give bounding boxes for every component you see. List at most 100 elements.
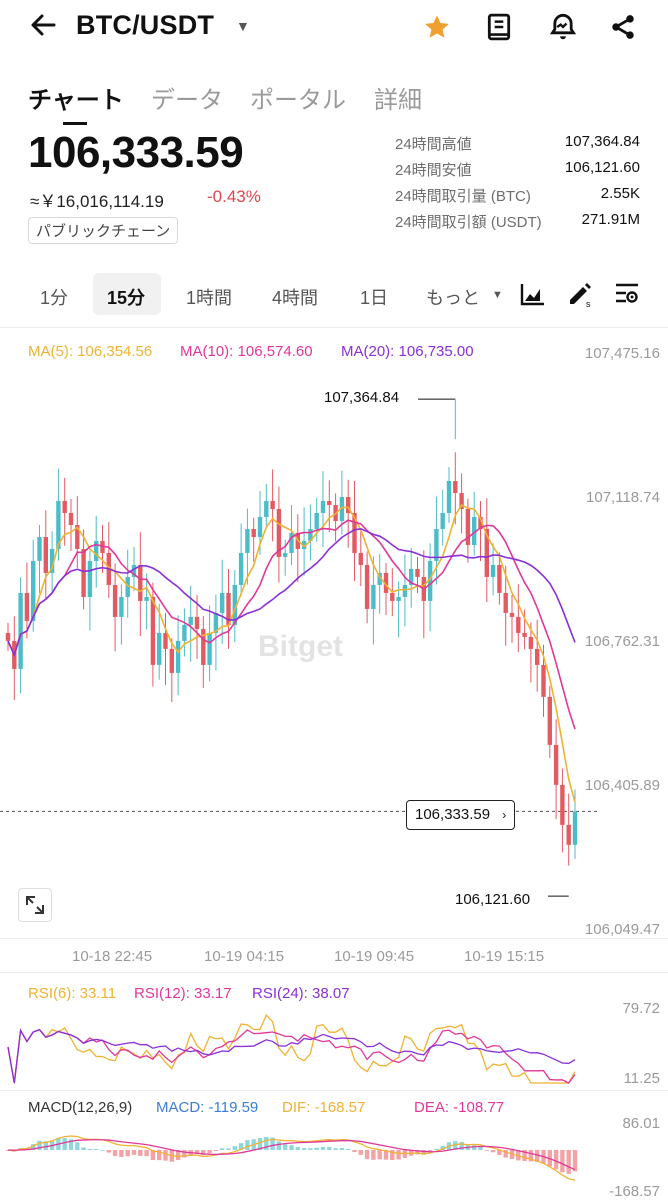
ma5-line: [7, 503, 576, 803]
macd-histogram-bar: [150, 1150, 156, 1160]
interval-15m[interactable]: 15分: [107, 288, 146, 308]
macd-histogram-bar: [106, 1150, 111, 1153]
ma10-legend: MA(10): 106,574.60: [180, 343, 313, 360]
macd-histogram-bar: [301, 1148, 307, 1150]
interval-4h[interactable]: 4時間: [272, 288, 319, 308]
expand-icon[interactable]: [18, 888, 52, 922]
chain-badge[interactable]: パブリックチェーン: [28, 217, 179, 244]
candle-body: [276, 508, 282, 557]
macd-histogram-bar: [553, 1150, 559, 1170]
candle-body: [364, 564, 370, 609]
candle-body: [572, 811, 578, 845]
macd-histogram-bar: [37, 1140, 42, 1150]
share-icon[interactable]: [606, 10, 640, 44]
interval-1m[interactable]: 1分: [40, 288, 69, 308]
candle-body: [251, 528, 256, 537]
candle-body: [24, 592, 30, 621]
candle-body: [238, 552, 244, 585]
chevron-down-icon[interactable]: ▼: [236, 18, 250, 34]
macd-histogram-bar: [396, 1150, 401, 1160]
interval-1d[interactable]: 1日: [360, 288, 389, 308]
macd-histogram-bar: [453, 1141, 458, 1150]
more-caret-icon[interactable]: ▼: [492, 289, 503, 301]
macd-histogram-bar: [535, 1150, 540, 1162]
candle-body: [541, 664, 546, 697]
candle-body: [169, 648, 174, 673]
stat-label-high: 24時間高値: [395, 136, 472, 153]
tab-portal[interactable]: ポータル: [250, 87, 346, 114]
x-tick-1: 10-19 04:15: [204, 948, 285, 965]
candle-body: [503, 592, 508, 613]
tab-chart[interactable]: チャート: [28, 87, 124, 114]
macd-histogram-bar: [276, 1141, 282, 1150]
candle-body: [377, 572, 382, 585]
macd-histogram-bar: [490, 1150, 496, 1153]
interval-1h[interactable]: 1時間: [186, 288, 233, 308]
macd-histogram-bar: [220, 1148, 225, 1150]
jpy-price: ≈￥16,016,114.19: [30, 192, 164, 211]
rsi-axis-bottom: 11.25: [623, 1070, 660, 1087]
macd-histogram-bar: [138, 1150, 143, 1156]
candle-body: [157, 632, 162, 665]
candle-body: [497, 564, 502, 593]
macd-histogram-bar: [352, 1150, 357, 1153]
high-annotation: 107,364.84: [324, 389, 400, 406]
macd-histogram-bar: [516, 1150, 521, 1161]
macd-histogram-bar: [390, 1150, 395, 1160]
stat-label-turnover: 24時間取引額 (USDT): [395, 214, 542, 231]
candle-body: [434, 528, 439, 561]
price-overline: [63, 122, 87, 125]
pair-title[interactable]: BTC/USDT: [76, 10, 215, 40]
macd-histogram-bar: [346, 1148, 351, 1150]
candle-body: [75, 524, 80, 549]
rsi24-line: [7, 1028, 576, 1084]
candlestick-chart[interactable]: [0, 370, 600, 930]
divider-interval: [0, 327, 668, 328]
macd-histogram-bar: [175, 1150, 181, 1161]
candle-body: [528, 636, 534, 649]
ma5-legend: MA(5): 106,354.56: [28, 343, 153, 360]
macd-histogram-bar: [484, 1150, 489, 1151]
arrow-left-icon[interactable]: [28, 10, 64, 42]
macd-histogram-bar: [144, 1150, 149, 1157]
y-tick-1: 107,118.74: [586, 489, 660, 506]
alert-bell-icon[interactable]: [546, 10, 580, 44]
macd-histogram-bar: [119, 1150, 124, 1158]
draw-icon[interactable]: s: [566, 280, 594, 313]
stat-value-low: 106,121.60: [564, 159, 640, 176]
book-icon[interactable]: [482, 10, 516, 44]
dea-line: [7, 1139, 576, 1171]
candle-body: [283, 552, 288, 557]
rsi-axis-top: 79.72: [622, 1000, 660, 1017]
macd-histogram-bar: [320, 1146, 326, 1150]
rsi-chart[interactable]: [0, 1005, 600, 1087]
candle-body: [257, 516, 263, 537]
macd-chart[interactable]: [0, 1118, 600, 1200]
y-tick-2: 106,762.31: [584, 633, 660, 650]
candle-body: [112, 584, 118, 617]
candle-body: [446, 481, 452, 513]
interval-more[interactable]: もっと: [426, 288, 480, 308]
tab-data[interactable]: データ: [151, 87, 223, 114]
macd-histogram-bar: [182, 1150, 187, 1158]
divider-rsi: [0, 1090, 668, 1091]
candle-body: [484, 528, 489, 577]
star-icon[interactable]: [420, 10, 454, 44]
macd-histogram-bar: [264, 1137, 269, 1150]
macd-histogram-bar: [377, 1150, 382, 1160]
macd-histogram-bar: [333, 1148, 338, 1150]
macd-histogram-bar: [112, 1150, 118, 1157]
candle-body: [339, 496, 345, 521]
dea-legend: DEA: -108.77: [414, 1099, 505, 1116]
last-price-tag[interactable]: 106,333.59 ›: [406, 800, 516, 830]
tab-details[interactable]: 詳細: [374, 87, 422, 114]
macd-histogram-bar: [163, 1150, 168, 1161]
macd-histogram-bar: [314, 1147, 319, 1150]
candle-body: [308, 528, 313, 541]
candle-body: [245, 528, 250, 553]
macd-histogram-bar: [308, 1148, 313, 1150]
chart-type-icon[interactable]: [520, 282, 546, 311]
macd-histogram-bar: [522, 1150, 527, 1161]
settings-icon[interactable]: [614, 282, 640, 311]
macd-histogram-bar: [364, 1150, 370, 1159]
